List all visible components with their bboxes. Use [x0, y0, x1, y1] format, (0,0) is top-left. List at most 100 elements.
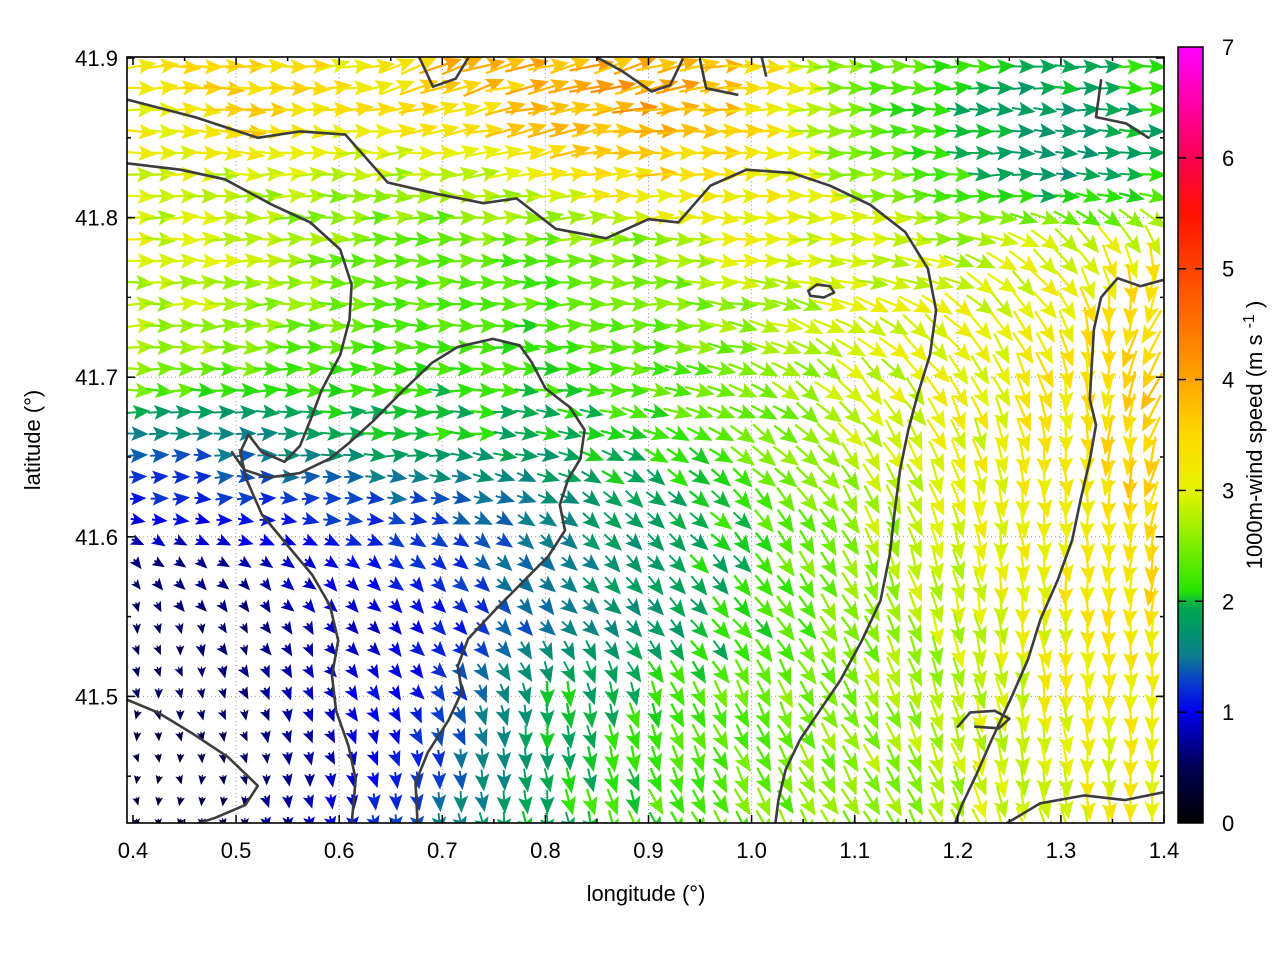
wind-vector-arrow — [711, 554, 729, 574]
wind-vector-arrow — [668, 659, 685, 685]
wind-vector-arrow — [1118, 208, 1145, 228]
wind-vector-arrow — [129, 556, 142, 570]
wind-vector-arrow — [452, 510, 472, 525]
x-axis-label: longitude (°) — [587, 881, 706, 906]
wind-vector-arrow — [709, 511, 733, 530]
wind-vector-arrow — [382, 274, 413, 291]
wind-vector-arrow — [752, 467, 777, 487]
wind-vector-arrow — [646, 554, 666, 572]
wind-vector-arrow — [600, 425, 627, 441]
wind-vector-arrow — [819, 508, 838, 534]
wind-vector-arrow — [862, 462, 882, 493]
wind-vector-arrow — [599, 382, 628, 399]
wind-vector-arrow — [491, 382, 520, 399]
wind-vector-arrow — [1140, 166, 1164, 183]
wind-vector-arrow — [582, 533, 601, 551]
wind-vector-arrow — [712, 596, 730, 619]
wind-vector-arrow — [817, 465, 841, 490]
wind-vector-arrow — [338, 296, 370, 312]
wind-vector-arrow — [842, 485, 858, 515]
wind-vector-arrow — [901, 58, 931, 75]
wind-vector-arrow — [534, 253, 564, 269]
wind-vector-arrow — [1098, 145, 1123, 161]
wind-vector-arrow — [794, 423, 821, 445]
wind-vector-arrow — [753, 509, 774, 533]
wind-vector-arrow — [556, 361, 585, 377]
wind-vector-arrow — [362, 318, 391, 334]
wind-vector-arrow — [1141, 309, 1163, 344]
wind-vector-arrow — [324, 794, 337, 810]
wind-vector-arrow — [819, 615, 838, 643]
wind-vector-arrow — [262, 774, 271, 786]
wind-vector-arrow — [338, 231, 371, 248]
wind-vector-arrow — [297, 382, 326, 399]
wind-vector-arrow — [383, 318, 412, 334]
wind-vector-arrow — [798, 595, 816, 620]
wind-vector-arrow — [251, 253, 285, 269]
wind-vector-arrow — [194, 491, 212, 505]
contour-line — [127, 98, 938, 823]
contour-line — [418, 57, 470, 88]
wind-vector-arrow — [361, 231, 391, 248]
wind-vector-arrow — [259, 642, 272, 656]
wind-vector-arrow — [273, 296, 306, 312]
wind-vector-arrow — [230, 318, 262, 334]
wind-vector-arrow — [601, 446, 625, 462]
wind-vector-arrow — [776, 486, 795, 512]
wind-vector-arrow — [380, 145, 415, 161]
wind-vector-arrow — [473, 727, 488, 747]
wind-vector-arrow — [534, 339, 563, 355]
wind-vector-arrow — [641, 274, 673, 291]
wind-vector-arrow — [151, 556, 165, 568]
wind-vector-arrow — [906, 440, 923, 473]
wind-vector-arrow — [150, 491, 169, 506]
wind-vector-arrow — [278, 447, 301, 463]
wind-vector-arrow — [840, 464, 860, 491]
wind-vector-arrow — [383, 339, 413, 356]
wind-vector-arrow — [733, 574, 752, 597]
wind-vector-arrow — [641, 382, 672, 398]
wind-vector-arrow — [259, 620, 272, 634]
wind-vector-arrow — [494, 575, 514, 593]
wind-vector-arrow — [257, 426, 279, 442]
wind-vector-arrow — [559, 553, 578, 571]
wind-vector-arrow — [603, 767, 619, 794]
wind-vector-arrow — [1054, 248, 1079, 275]
wind-vector-arrow — [734, 679, 749, 709]
wind-vector-arrow — [448, 360, 476, 377]
wind-vector-arrow — [383, 253, 413, 269]
wind-vector-arrow — [733, 531, 751, 554]
wind-vector-arrow — [485, 57, 526, 75]
wind-vector-arrow — [620, 296, 651, 312]
wind-vector-arrow — [251, 317, 285, 334]
wind-vector-arrow — [194, 470, 212, 485]
wind-vector-arrow — [950, 439, 966, 474]
wind-vector-arrow — [474, 769, 490, 792]
wind-vector-arrow — [322, 469, 343, 485]
wind-vector-arrow — [301, 470, 321, 485]
wind-vector-arrow — [771, 381, 801, 401]
wind-vector-arrow — [907, 766, 923, 795]
wind-vector-arrow — [129, 470, 148, 485]
wind-vector-arrow — [560, 788, 576, 816]
wind-vector-arrow — [635, 58, 678, 74]
wind-vector-arrow — [281, 708, 293, 723]
wind-vector-arrow — [863, 701, 879, 730]
wind-vector-arrow — [539, 703, 555, 728]
wind-vector-arrow — [903, 399, 927, 427]
wind-vector-arrow — [323, 533, 340, 546]
wind-vector-arrow — [513, 339, 541, 355]
wind-vector-arrow — [863, 549, 879, 580]
wind-vector-arrow — [133, 774, 142, 785]
colorbar-tick-label: 7 — [1222, 35, 1234, 60]
wind-vector-arrow — [1007, 231, 1040, 248]
wind-vector-arrow — [647, 575, 664, 596]
wind-vector-arrow — [601, 468, 625, 485]
wind-vector-arrow — [907, 591, 922, 624]
wind-vector-arrow — [169, 404, 194, 420]
wind-vector-arrow — [404, 252, 435, 269]
wind-vector-arrow — [901, 80, 931, 96]
wind-vector-arrow — [858, 58, 888, 75]
wind-vector-arrow — [344, 684, 358, 701]
wind-vector-arrow — [582, 810, 598, 823]
